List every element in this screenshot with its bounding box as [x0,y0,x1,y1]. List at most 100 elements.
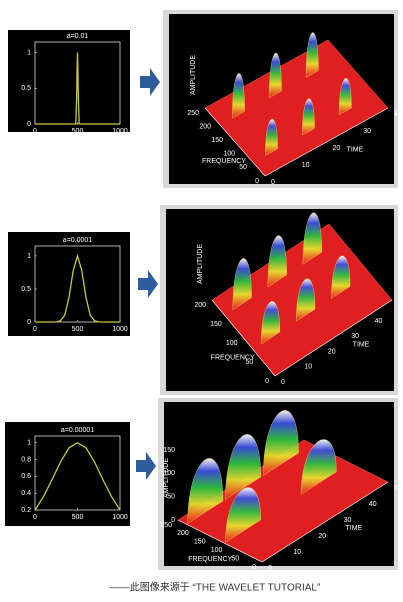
plot-title: a=0.00001 [61,427,94,434]
amplitude-label: AMPLITUDE [197,244,204,284]
time-tick-label: 0 [281,379,285,386]
surface-ridge [187,458,224,524]
caption: ——此图像来源于 “THE WAVELET TUTORIAL” [110,581,321,594]
y-tick-label: 0.5 [21,85,31,92]
amplitude-label: AMPLITUDE [163,458,170,498]
x-tick-label: 1000 [112,326,128,333]
surface-ridge [301,98,315,136]
y-tick-label: 0.2 [21,507,31,514]
y-tick-label: 0.5 [21,286,31,293]
surface-ridge [263,410,299,476]
plot-title: a=0.01 [67,33,89,40]
time-tick-label: 10 [302,162,310,169]
frequency-tick-label: 200 [194,302,206,309]
frequency-tick-label: 150 [211,137,223,144]
time-tick-label: 20 [328,348,336,355]
frequency-tick-label: 50 [245,359,253,366]
time-tick-label: 20 [318,533,326,540]
time-tick-label: 10 [293,549,301,556]
time-axis [274,299,393,377]
y-tick-label: 1 [27,50,31,57]
frequency-tick-label: 0 [255,178,259,185]
time-tick-label: 30 [344,517,352,524]
time-tick-label: 40 [375,318,383,325]
amplitude-tick-label: 50 [167,494,175,501]
frequency-tick-label: 200 [177,530,189,537]
frequency-tick-label: 150 [210,321,222,328]
arrows [136,68,160,480]
amplitude-tick-label: 0 [171,517,175,524]
x-tick-label: 500 [72,326,84,333]
surface-ridge [268,52,282,99]
time-tick-label: 0 [271,179,275,186]
frequency-tick-label: 200 [199,123,211,130]
surface-ridge [267,235,287,288]
surface-ridge [302,212,322,265]
frequency-tick-label: 150 [194,539,206,546]
amplitude-label: AMPLITUDE [190,55,197,95]
y-tick-label: 1 [27,440,31,447]
window-curve [34,441,121,511]
window-curve [35,253,120,323]
surface-ridge [225,487,261,543]
time-tick-label: 50 [398,303,403,310]
frequency-tick-label: 0 [252,564,256,571]
frequency-axis [211,299,276,377]
frequency-tick-label: 100 [226,340,238,347]
time-axis [264,107,389,177]
x-tick-label: 0 [33,514,37,521]
amplitude-tick-label: 150 [163,447,175,454]
time-tick-label: 50 [394,485,402,492]
x-tick-label: 500 [72,514,84,521]
time-tick-label: 30 [363,128,371,135]
frequency-axis [177,519,263,563]
y-tick-label: 0 [27,121,31,128]
frequency-label: FREQUENCY [202,158,246,165]
surface-ridge [300,439,337,495]
time-tick-label: 0 [268,565,272,572]
time-tick-label: 40 [369,501,377,508]
frequency-tick-label: 50 [231,555,239,562]
x-tick-label: 0 [33,128,37,135]
plot-title: a=0.0001 [63,237,92,244]
frequency-axis [204,107,266,177]
window-curve [35,52,120,125]
time-label: TIME [346,525,363,532]
y-tick-label: 1 [27,253,31,260]
frequency-tick-label: 250 [187,110,199,117]
x-tick-label: 500 [72,128,84,135]
x-tick-label: 1000 [112,514,128,521]
time-label: TIME [347,147,364,154]
frequency-label: FREQUENCY [188,556,232,563]
time-tick-label: 20 [333,145,341,152]
y-tick-label: 0.8 [21,456,31,463]
frequency-tick-label: 0 [265,378,269,385]
surface-ridge [232,73,245,119]
time-tick-label: 30 [351,333,359,340]
surface-ridge [225,434,261,500]
frequency-tick-label: 100 [211,547,223,554]
frequency-tick-label: 100 [223,151,235,158]
plot-background [5,422,130,526]
x-tick-label: 0 [33,326,37,333]
surface-ridge [338,78,352,116]
time-tick-label: 40 [394,111,402,118]
amplitude-tick-label: 100 [163,470,175,477]
surface-ridge [331,255,351,299]
frequency-label: FREQUENCY [211,355,255,362]
surface-ridge [265,118,278,156]
frequency-tick-label: 250 [160,522,172,529]
y-tick-label: 0 [27,319,31,326]
surface-ridge [296,278,316,322]
y-tick-label: 0.6 [21,473,31,480]
time-axis [261,481,389,563]
y-tick-label: 0.4 [21,490,31,497]
time-label: TIME [353,341,370,348]
plot-background [8,30,130,132]
time-tick-label: 10 [304,364,312,371]
frequency-tick-label: 50 [239,164,247,171]
surface-ridge [260,301,281,345]
surface-ridge [232,258,252,311]
plot-background [8,232,130,336]
